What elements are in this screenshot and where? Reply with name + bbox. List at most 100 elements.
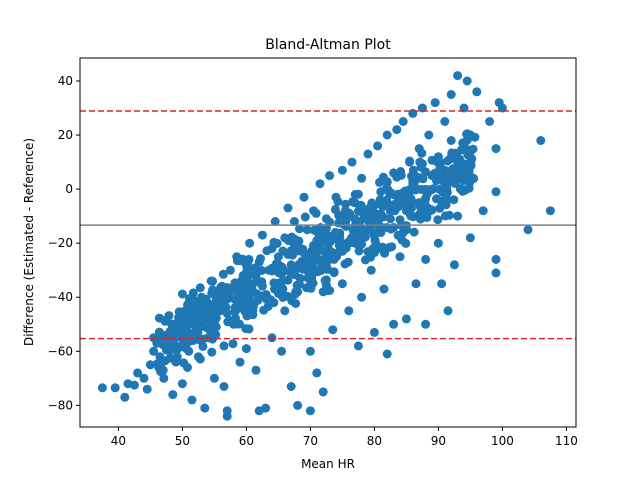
data-point [395, 252, 405, 262]
data-point [221, 291, 231, 301]
data-point [279, 266, 289, 276]
data-point [353, 234, 363, 244]
data-point [315, 179, 325, 189]
data-point [97, 383, 107, 393]
data-point [449, 195, 459, 205]
data-point [440, 117, 450, 126]
data-point [309, 240, 319, 250]
data-point [458, 138, 468, 148]
data-point [206, 329, 216, 339]
data-point [340, 208, 350, 218]
data-point [195, 283, 205, 293]
data-point [337, 279, 347, 289]
data-point [330, 227, 340, 237]
data-point [267, 266, 277, 276]
data-point [344, 306, 354, 316]
data-point [231, 313, 240, 323]
data-point [298, 261, 308, 271]
data-point [283, 203, 293, 213]
data-point [257, 230, 267, 240]
data-point [422, 213, 432, 222]
data-point [270, 217, 280, 226]
data-point [318, 387, 328, 397]
data-point [188, 310, 198, 320]
data-point [188, 288, 198, 298]
data-point [256, 254, 265, 264]
data-point [283, 275, 293, 285]
data-point [235, 357, 245, 367]
data-point [420, 196, 430, 206]
data-point [357, 292, 367, 302]
data-point [462, 76, 472, 86]
data-point [401, 238, 411, 248]
data-point [311, 208, 321, 218]
data-point [401, 206, 411, 216]
data-point [158, 340, 168, 349]
x-tick-label: 110 [555, 434, 578, 448]
data-point [448, 170, 457, 180]
data-point [426, 185, 436, 195]
data-point [389, 319, 399, 329]
data-point [401, 314, 411, 324]
data-point [207, 347, 217, 357]
x-axis: 40 50 60 70 80 90 100 110 [111, 427, 578, 448]
data-point [195, 335, 205, 345]
y-axis-label: Difference (Estimated - Reference) [22, 138, 36, 346]
data-point [430, 168, 440, 178]
data-point [110, 383, 120, 393]
data-point [149, 346, 159, 356]
data-point [320, 237, 330, 247]
data-point [363, 149, 373, 159]
data-point [179, 358, 189, 368]
data-point [379, 284, 389, 294]
data-point [333, 248, 343, 258]
data-point [393, 230, 403, 240]
data-point [139, 373, 149, 383]
data-point [293, 400, 303, 410]
data-point [256, 291, 266, 301]
data-point [382, 130, 392, 140]
data-point [432, 194, 441, 204]
data-point [193, 321, 203, 331]
data-point [348, 197, 358, 207]
data-point [241, 344, 251, 354]
data-point [172, 352, 182, 362]
data-point [261, 403, 271, 413]
data-point [424, 130, 434, 140]
data-point [329, 254, 339, 264]
data-point [225, 265, 235, 275]
data-point [385, 206, 395, 216]
data-point [416, 162, 426, 172]
data-point [219, 341, 229, 351]
data-point [142, 384, 152, 394]
data-point [491, 268, 501, 278]
data-point [302, 225, 312, 235]
data-point [446, 90, 456, 99]
plot-frame [79, 57, 577, 428]
data-point [427, 205, 437, 215]
data-point [385, 214, 395, 224]
data-point [427, 155, 437, 165]
data-point [421, 254, 431, 264]
data-point [453, 71, 463, 81]
data-point [373, 141, 383, 151]
data-point [289, 217, 299, 226]
data-point [387, 242, 397, 252]
data-point [277, 346, 287, 356]
data-point [392, 192, 402, 202]
data-point [336, 240, 346, 249]
data-point [272, 283, 281, 293]
data-point [433, 215, 443, 225]
data-point [465, 151, 475, 161]
data-point [219, 382, 229, 391]
data-point [218, 269, 228, 279]
y-tick-label: −80 [48, 398, 73, 412]
y-tick-label: 0 [65, 182, 73, 196]
data-point [164, 311, 174, 321]
data-point [289, 234, 299, 244]
data-point [222, 406, 232, 416]
data-point [341, 199, 351, 209]
data-point [208, 276, 217, 286]
data-point [286, 382, 296, 391]
data-point [402, 190, 412, 200]
